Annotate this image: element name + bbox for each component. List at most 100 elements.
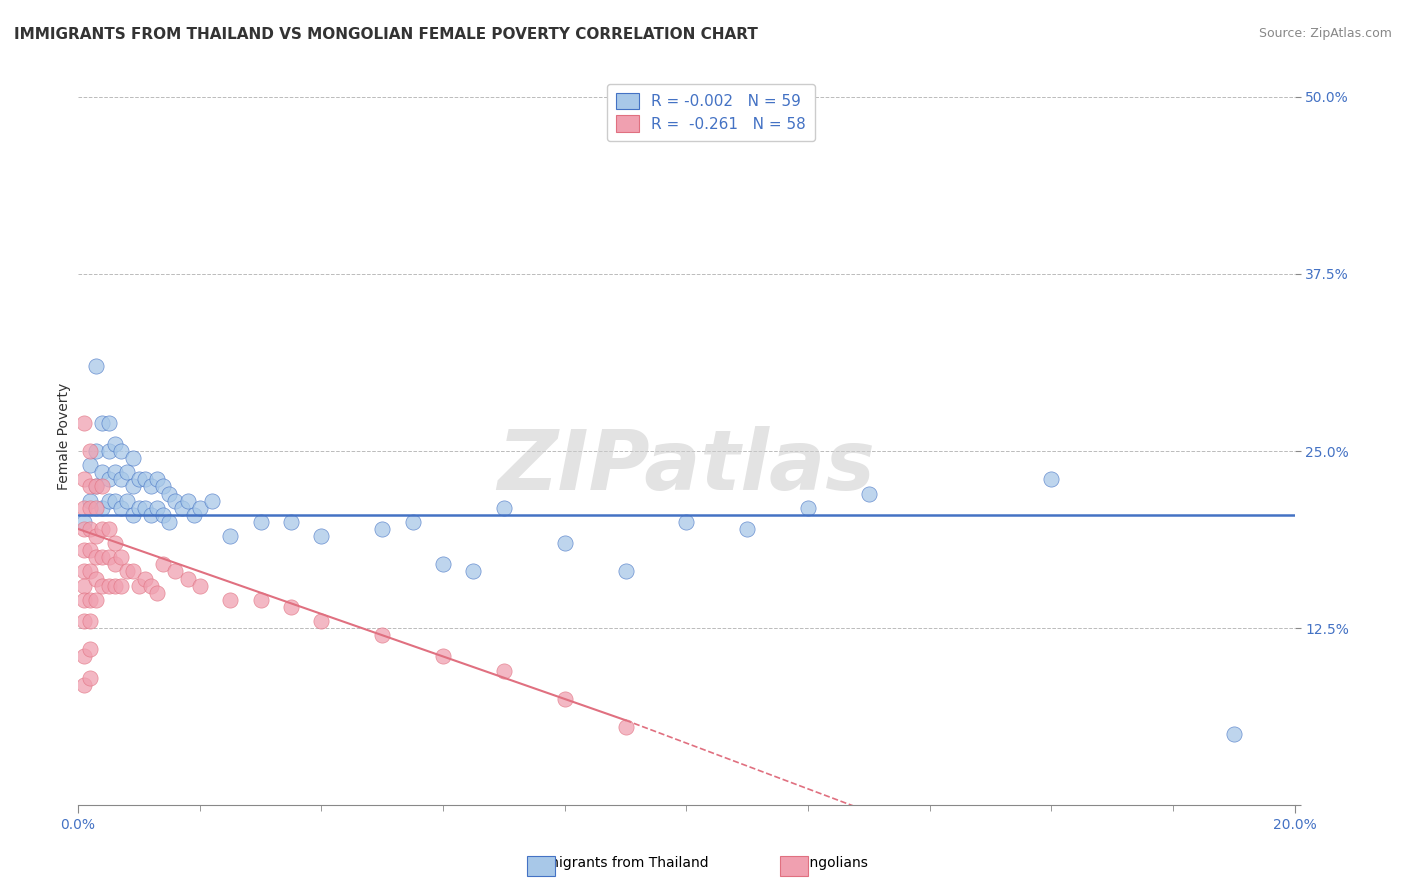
Point	[176, 572, 198, 586]
Y-axis label: Female Poverty: Female Poverty	[58, 384, 72, 491]
Point	[73, 522, 96, 536]
Point	[79, 642, 101, 657]
Point	[146, 585, 169, 599]
Point	[97, 416, 120, 430]
Point	[79, 614, 101, 628]
Point	[152, 558, 174, 572]
Point	[165, 493, 187, 508]
Point	[121, 565, 143, 579]
Point	[73, 649, 96, 664]
Point	[201, 493, 224, 508]
Point	[91, 579, 114, 593]
Point	[311, 614, 333, 628]
Text: Mongolians: Mongolians	[790, 856, 869, 870]
Point	[219, 592, 242, 607]
Point	[134, 472, 156, 486]
Point	[188, 500, 211, 515]
Point	[86, 479, 108, 493]
Point	[73, 565, 96, 579]
Point	[73, 592, 96, 607]
Point	[219, 529, 242, 543]
Point	[128, 579, 150, 593]
Point	[104, 493, 127, 508]
Point	[128, 500, 150, 515]
Point	[492, 664, 515, 678]
Text: Source: ZipAtlas.com: Source: ZipAtlas.com	[1258, 27, 1392, 40]
Point	[115, 465, 138, 479]
Point	[492, 500, 515, 515]
Point	[79, 479, 101, 493]
Point	[97, 444, 120, 458]
Point	[79, 493, 101, 508]
Point	[104, 437, 127, 451]
Text: Immigrants from Thailand: Immigrants from Thailand	[529, 856, 709, 870]
Point	[86, 479, 108, 493]
Point	[110, 500, 132, 515]
Point	[97, 550, 120, 565]
Point	[79, 522, 101, 536]
Point	[157, 515, 180, 529]
Point	[139, 579, 162, 593]
Point	[86, 550, 108, 565]
Point	[79, 543, 101, 558]
Point	[97, 522, 120, 536]
Point	[104, 536, 127, 550]
Point	[73, 579, 96, 593]
Point	[1040, 472, 1063, 486]
Point	[432, 649, 454, 664]
Point	[86, 592, 108, 607]
Point	[371, 628, 394, 642]
Point	[139, 479, 162, 493]
Point	[91, 550, 114, 565]
Point	[121, 451, 143, 466]
Point	[146, 500, 169, 515]
Point	[146, 472, 169, 486]
Point	[73, 472, 96, 486]
Point	[86, 444, 108, 458]
Point	[139, 508, 162, 522]
Point	[134, 572, 156, 586]
Point	[110, 444, 132, 458]
Point	[79, 671, 101, 685]
Point	[249, 592, 271, 607]
Point	[97, 493, 120, 508]
Point	[1222, 727, 1244, 741]
Point	[152, 508, 174, 522]
Point	[183, 508, 205, 522]
Point	[86, 500, 108, 515]
Point	[121, 479, 143, 493]
Point	[73, 678, 96, 692]
Point	[86, 529, 108, 543]
Point	[73, 614, 96, 628]
Point	[858, 486, 880, 500]
Point	[91, 500, 114, 515]
Point	[280, 515, 302, 529]
Point	[735, 522, 758, 536]
Point	[249, 515, 271, 529]
Text: ZIPatlas: ZIPatlas	[498, 425, 876, 507]
Point	[170, 500, 193, 515]
Point	[797, 500, 820, 515]
Point	[432, 558, 454, 572]
Point	[115, 565, 138, 579]
Point	[86, 359, 108, 373]
Point	[73, 515, 96, 529]
Point	[97, 472, 120, 486]
Point	[280, 599, 302, 614]
Point	[110, 472, 132, 486]
Point	[121, 508, 143, 522]
Point	[73, 543, 96, 558]
Point	[73, 416, 96, 430]
Text: IMMIGRANTS FROM THAILAND VS MONGOLIAN FEMALE POVERTY CORRELATION CHART: IMMIGRANTS FROM THAILAND VS MONGOLIAN FE…	[14, 27, 758, 42]
Point	[128, 472, 150, 486]
Point	[79, 458, 101, 473]
Point	[79, 500, 101, 515]
Point	[152, 479, 174, 493]
Point	[371, 522, 394, 536]
Point	[614, 720, 637, 734]
Point	[104, 579, 127, 593]
Point	[104, 558, 127, 572]
Point	[614, 565, 637, 579]
Point	[79, 592, 101, 607]
Point	[554, 692, 576, 706]
